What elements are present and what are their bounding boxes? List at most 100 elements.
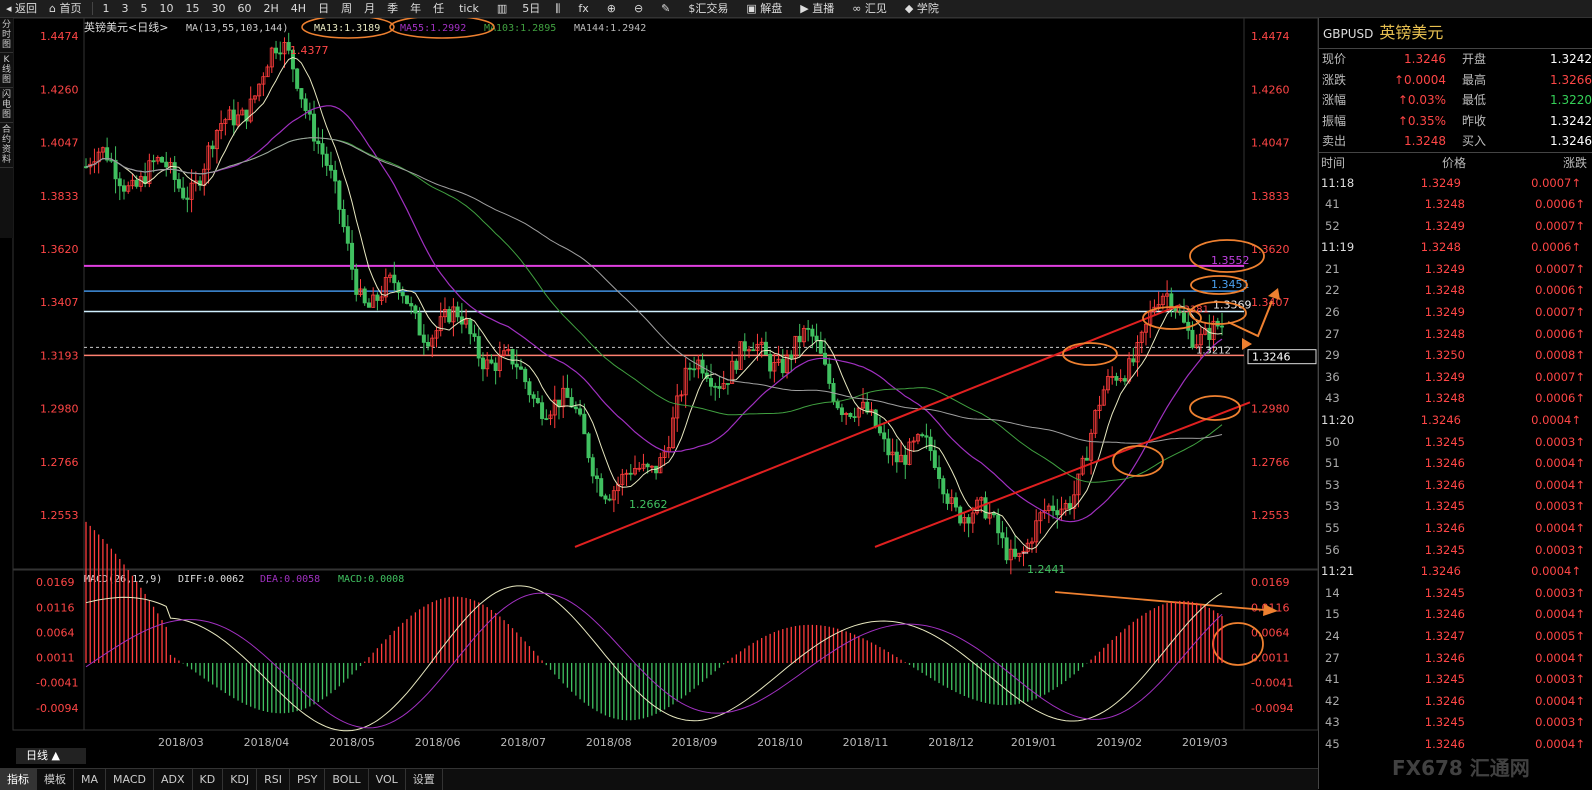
macd-tick-left: -0.0094 [36, 702, 78, 715]
period-4h[interactable]: 4H [290, 2, 307, 15]
period-30[interactable]: 30 [211, 2, 226, 15]
candle-body [1055, 510, 1060, 516]
period-10[interactable]: 10 [159, 2, 174, 15]
price-tick-left: 1.4474 [40, 30, 79, 43]
price-tick-left: 1.3407 [40, 296, 79, 309]
tab-boll[interactable]: BOLL [325, 769, 369, 790]
quote-value: 1.3248 [1354, 131, 1452, 152]
candle-body [502, 350, 507, 356]
period-3[interactable]: 3 [121, 2, 129, 15]
tab-设置[interactable]: 设置 [406, 769, 443, 790]
tab-指标[interactable]: 指标 [0, 769, 37, 790]
date-tick: 2018/11 [843, 736, 889, 749]
candle-body [1173, 308, 1178, 312]
tick-row: 29 1.3250 0.0008↑ [1319, 345, 1592, 367]
analysis-button[interactable]: ▣ 解盘 [746, 2, 783, 15]
period-quarter[interactable]: 季 [387, 2, 399, 15]
kline-chart[interactable]: 1.4474 1.4474 1.4260 1.4260 1.4047 1.4047 1.38… [0, 18, 1318, 768]
view-kline[interactable]: K线图 [0, 53, 13, 88]
candle-body [1000, 532, 1005, 539]
period-year[interactable]: 年 [410, 2, 422, 15]
tab-kdj[interactable]: KDJ [223, 769, 258, 790]
candle-icon[interactable]: ⫼ [555, 2, 561, 15]
candle-body [430, 337, 435, 347]
col-price: 价格 [1442, 155, 1467, 170]
tick-row: 53 1.3245 0.0003↑ [1319, 496, 1592, 518]
views-button[interactable]: ∞ 汇见 [852, 2, 887, 15]
period-15[interactable]: 15 [185, 2, 200, 15]
tick-change: 0.0007↑ [1535, 261, 1585, 276]
candle-body [882, 432, 887, 440]
quote-key: 开盘 [1462, 52, 1487, 66]
candle-body [632, 468, 637, 475]
tick-row: 41 1.3248 0.0006↑ [1319, 194, 1592, 216]
tick-change: 0.0006↑ [1535, 197, 1585, 212]
candle-body [1051, 505, 1056, 511]
candle-body [742, 341, 747, 352]
tick-change: 0.0004↑ [1535, 521, 1585, 535]
view-timeshare[interactable]: 分时图 [0, 18, 13, 53]
tab-vol[interactable]: VOL [369, 769, 406, 790]
period-selector[interactable]: 日线 ▲ [16, 748, 86, 764]
candle-body [1029, 541, 1034, 544]
candle-body [1097, 404, 1102, 411]
tab-rsi[interactable]: RSI [257, 769, 291, 790]
date-tick: 2018/07 [500, 736, 546, 749]
period-60[interactable]: 60 [237, 2, 252, 15]
highlight-ellipse [389, 18, 495, 39]
tab-模板[interactable]: 模板 [37, 769, 74, 790]
academy-button[interactable]: ◆ 学院 [904, 2, 939, 15]
live-button[interactable]: ▶ 直播 [800, 2, 835, 15]
tab-psy[interactable]: PSY [290, 769, 326, 790]
period-5day[interactable]: 5日 [522, 2, 541, 15]
tick-time: 29 [1325, 348, 1340, 363]
candle-body [675, 395, 680, 419]
candle-body [214, 130, 219, 150]
quote-key: 涨幅 [1322, 93, 1347, 107]
fx-icon[interactable]: fx [578, 2, 589, 15]
period-week[interactable]: 周 [341, 2, 353, 15]
candle-body [679, 394, 684, 397]
back-button[interactable]: ◂ 返回 [6, 2, 38, 15]
tick-time: 51 [1325, 456, 1340, 471]
view-contract[interactable]: 合约资料 [0, 123, 13, 168]
candle-body [1017, 552, 1022, 557]
period-1[interactable]: 1 [102, 2, 110, 15]
candle-body [1076, 473, 1081, 496]
candle-body [354, 268, 359, 295]
quote-key: 振幅 [1322, 113, 1347, 128]
price-tick-right: 1.2553 [1251, 509, 1290, 522]
candle-body [489, 359, 494, 364]
trade-button[interactable]: $汇交易 [688, 2, 729, 15]
bar-chart-icon[interactable]: ▥ [496, 2, 508, 15]
period-2h[interactable]: 2H [263, 2, 279, 15]
tick-row: 51 1.3246 0.0004↑ [1319, 453, 1592, 475]
tab-adx[interactable]: ADX [154, 769, 193, 790]
ma-label: MA(13,55,103,144) [186, 23, 288, 34]
projection-arrow [1227, 300, 1273, 338]
period-5[interactable]: 5 [140, 2, 148, 15]
period-tick[interactable]: tick [459, 2, 479, 15]
candle-body [785, 354, 790, 374]
tick-time: 53 [1325, 477, 1340, 492]
candle-body [388, 274, 393, 278]
tab-ma[interactable]: MA [74, 769, 107, 790]
candle-body [278, 52, 283, 55]
candle-body [252, 95, 257, 100]
home-button[interactable]: ⌂ 首页 [49, 2, 82, 15]
zoom-out-icon[interactable]: ⊖ [633, 2, 644, 15]
tick-price: 1.3249 [1424, 218, 1465, 233]
tab-kd[interactable]: KD [193, 769, 224, 790]
view-flash[interactable]: 闪电图 [0, 88, 13, 123]
quote-value: ↑0.0004 [1354, 70, 1452, 91]
ticks-list[interactable]: 11:18 1.3249 0.0007↑ 41 1.3248 0.0006↑ 52 1.324… [1319, 173, 1592, 756]
tick-change: 0.0004↑ [1531, 413, 1581, 428]
zoom-in-icon[interactable]: ⊕ [606, 2, 616, 15]
candle-body [134, 179, 139, 187]
period-month[interactable]: 月 [364, 2, 376, 15]
period-custom[interactable]: 任 [433, 2, 445, 15]
level-label: 1.3552 [1211, 254, 1250, 267]
draw-pen-icon[interactable]: ✎ [661, 2, 671, 15]
tab-macd[interactable]: MACD [106, 769, 154, 790]
period-day[interactable]: 日 [318, 2, 330, 15]
